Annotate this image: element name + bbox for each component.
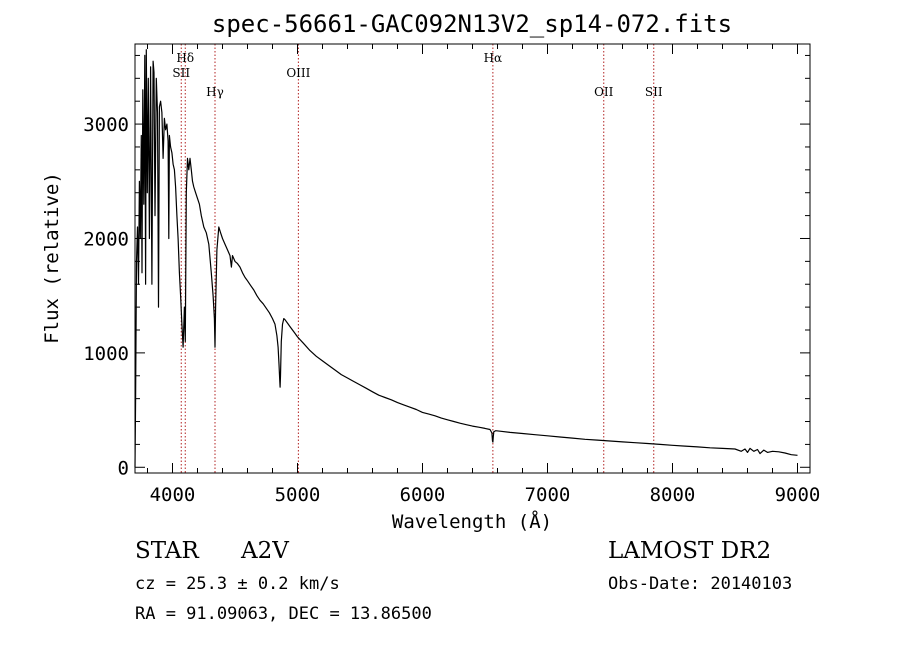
- marker-label-1: Hδ: [176, 51, 194, 65]
- x-axis-ticks: 4000 5000 6000 7000 8000 9000: [147, 44, 821, 506]
- coordinates: RA = 91.09063, DEC = 13.86500: [135, 604, 432, 624]
- object-subclass: A2V: [241, 538, 289, 564]
- y-tick-label: 0: [118, 457, 129, 479]
- y-tick-label: 1000: [83, 343, 129, 365]
- marker-label-3: OIII: [286, 66, 310, 80]
- plot-frame: [134, 43, 811, 474]
- marker-label-6: SII: [645, 85, 663, 99]
- x-tick-label: 7000: [525, 484, 571, 506]
- x-tick-label: 6000: [400, 484, 446, 506]
- x-tick-label: 8000: [650, 484, 696, 506]
- emission-line-markers: [180, 44, 655, 473]
- redshift-text: cz = 25.3 ± 0.2 km/s: [135, 574, 340, 594]
- chart-title: spec-56661-GAC092N13V2_sp14-072.fits: [212, 10, 732, 38]
- object-type: STAR: [135, 538, 199, 564]
- y-tick-label: 3000: [83, 114, 129, 136]
- spectrum-line: [134, 49, 798, 468]
- marker-label-2: Hγ: [206, 85, 224, 99]
- x-axis-label: Wavelength (Å): [392, 510, 552, 533]
- x-tick-label: 5000: [275, 484, 321, 506]
- survey-name: LAMOST DR2: [608, 538, 772, 564]
- x-tick-label: 4000: [150, 484, 196, 506]
- y-axis-ticks: 0 1000 2000 3000: [83, 54, 810, 479]
- y-axis-label: Flux (relative): [41, 172, 63, 344]
- marker-label-4: Hα: [484, 51, 503, 65]
- marker-label-0: SII: [172, 66, 190, 80]
- x-tick-label: 9000: [775, 484, 821, 506]
- marker-label-5: OII: [594, 85, 614, 99]
- obs-date: Obs-Date: 20140103: [608, 574, 793, 594]
- y-tick-label: 2000: [83, 228, 129, 250]
